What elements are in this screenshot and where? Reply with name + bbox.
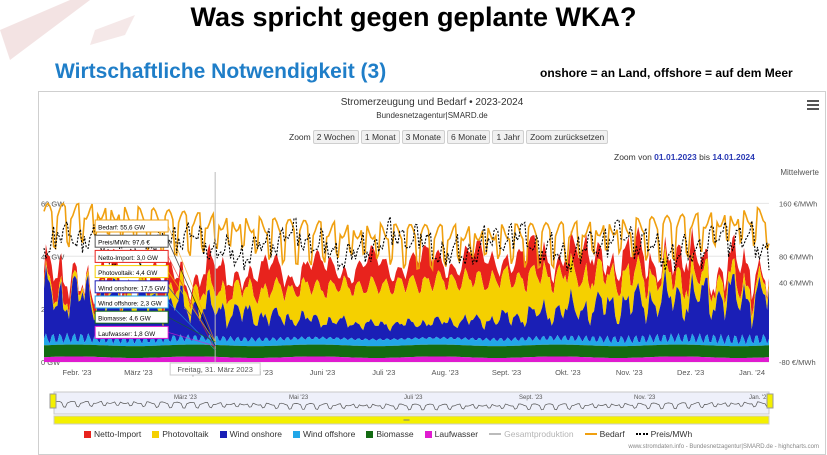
x-tick-label: Juli '23 bbox=[372, 368, 395, 377]
photovoltaik-area bbox=[44, 244, 769, 332]
legend-item-bedarf[interactable]: Bedarf bbox=[584, 429, 625, 439]
zoom-3-months-button[interactable]: 3 Monate bbox=[401, 130, 446, 144]
tooltip-row: Preis/MWh: 97,6 € bbox=[94, 234, 216, 347]
tooltip-connector bbox=[167, 286, 216, 347]
tooltip-text: Biomasse: 4,6 GW bbox=[98, 316, 151, 323]
y-right-tick-label: 40 €/MWh bbox=[779, 279, 813, 288]
zoom-range: Zoom von 01.01.2023 bis 14.01.2024 bbox=[614, 152, 755, 162]
corner-decoration bbox=[0, 0, 135, 60]
navigator-tick-label: Mai '23 bbox=[289, 395, 309, 401]
wind-offshore-area bbox=[44, 332, 769, 347]
y-left-tick-label: 40 GW bbox=[41, 252, 65, 261]
zoom-2-weeks-button[interactable]: 2 Wochen bbox=[312, 130, 359, 144]
navigator-handle-right bbox=[766, 393, 774, 409]
laufwasser-area bbox=[44, 356, 769, 362]
tooltip-row: Bedarf: 55,6 GW bbox=[94, 219, 216, 343]
biomasse-area bbox=[44, 344, 769, 358]
x-tick-label: Sept. '23 bbox=[492, 368, 521, 377]
tooltip-box bbox=[94, 280, 169, 294]
tooltip-connector bbox=[167, 316, 216, 343]
slide-note: onshore = an Land, offshore = auf dem Me… bbox=[540, 66, 793, 80]
x-tick-label: Jan. '24 bbox=[739, 368, 765, 377]
tooltip-text: Preis/MWh: 97,6 € bbox=[98, 240, 150, 247]
tooltip-connector bbox=[167, 225, 216, 343]
range-to-label: bis bbox=[699, 152, 710, 162]
tooltip-connector bbox=[167, 271, 216, 343]
x-tick-label: März '23 bbox=[124, 368, 153, 377]
tooltip-row: Netto-Import: 3,0 GW bbox=[94, 249, 216, 351]
legend-item-wind-onshore[interactable]: Wind onshore bbox=[219, 429, 282, 439]
navigator-tick-label: Juli '23 bbox=[404, 395, 423, 401]
x-tick-label: Dez. '23 bbox=[677, 368, 704, 377]
zoom-bar: Zoom 2 Wochen 1 Monat 3 Monate 6 Monate … bbox=[289, 130, 609, 144]
tooltip-text: Photovoltaik: 4,4 GW bbox=[98, 270, 157, 277]
tooltip-connector bbox=[168, 332, 216, 347]
navigator-tick-label: Nov. '23 bbox=[634, 395, 656, 401]
tooltip-text: Wind offshore: 2,3 GW bbox=[98, 301, 162, 308]
wind-onshore-area bbox=[44, 264, 769, 345]
tooltip-date: Freitag, 31. März 2023 bbox=[177, 365, 252, 374]
netto-import-area bbox=[44, 226, 769, 318]
tooltip-connector bbox=[167, 301, 216, 351]
legend-item-laufwasser[interactable]: Laufwasser bbox=[424, 429, 478, 439]
tooltip-text: Netto-Import: 3,0 GW bbox=[98, 255, 158, 262]
navigator-series bbox=[53, 400, 770, 411]
tooltip-connector bbox=[167, 241, 216, 347]
tooltip-row: Photovoltaik: 4,4 GW bbox=[94, 265, 216, 343]
tooltip-text: Laufwasser: 1,8 GW bbox=[98, 331, 155, 338]
y-right-tick-label: 80 €/MWh bbox=[779, 252, 813, 261]
range-to-date[interactable]: 14.01.2024 bbox=[712, 152, 755, 162]
legend-item-photovoltaik[interactable]: Photovoltaik bbox=[152, 429, 209, 439]
right-axis-title: Mittelwerte bbox=[780, 168, 819, 177]
tooltip-row: Wind onshore: 17,5 GW bbox=[94, 280, 216, 347]
y-left-tick-label: 0 GW bbox=[41, 358, 61, 367]
legend-item-biomasse[interactable]: Biomasse bbox=[366, 429, 414, 439]
tooltip-date-box bbox=[169, 362, 261, 376]
tooltip-text: Bedarf: 55,6 GW bbox=[98, 225, 145, 232]
x-tick-label: Okt. '23 bbox=[555, 368, 581, 377]
zoom-1-month-button[interactable]: 1 Monat bbox=[360, 130, 400, 144]
navigator-tick-label: Sept. '23 bbox=[519, 395, 543, 401]
chart-subtitle: Bundesnetzagentur|SMARD.de bbox=[376, 111, 488, 120]
chart-menu-icon[interactable] bbox=[807, 100, 819, 110]
tooltip-row: Laufwasser: 1,8 GW bbox=[94, 325, 216, 347]
chart-title: Stromerzeugung und Bedarf • 2023-2024 bbox=[340, 97, 524, 108]
navigator-scrollbar bbox=[53, 415, 770, 425]
range-from-label: Zoom von bbox=[614, 152, 652, 162]
legend-item-wind-offshore[interactable]: Wind offshore bbox=[293, 429, 355, 439]
x-tick-label: Nov. '23 bbox=[616, 368, 643, 377]
zoom-reset-button[interactable]: Zoom zurücksetzen bbox=[526, 130, 609, 144]
tooltip-row: Biomasse: 4,6 GW bbox=[94, 310, 216, 343]
zoom-6-months-button[interactable]: 6 Monate bbox=[447, 130, 491, 144]
y-right-tick-label: 160 €/MWh bbox=[779, 199, 817, 208]
y-right-tick-label: -80 €/MWh bbox=[779, 358, 816, 367]
navigator-handle-left bbox=[49, 393, 57, 409]
range-from-date[interactable]: 01.01.2023 bbox=[654, 152, 697, 162]
zoom-1-year-button[interactable]: 1 Jahr bbox=[492, 130, 525, 144]
slide-title: Was spricht gegen geplante WKA? bbox=[190, 2, 637, 32]
x-tick-label: Aug. '23 bbox=[432, 368, 459, 377]
zoom-label: Zoom bbox=[289, 132, 311, 142]
legend-item-gesamtproduktion[interactable]: Gesamtproduktion bbox=[489, 429, 574, 439]
legend-item-preis[interactable]: Preis/MWh bbox=[635, 429, 692, 439]
x-tick-label: Mai '23 bbox=[249, 368, 273, 377]
slide-subtitle: Wirtschaftliche Notwendigkeit (3) bbox=[55, 60, 387, 83]
tooltip-row: Wind offshore: 2,3 GW bbox=[94, 295, 216, 351]
x-tick-label: Juni '23 bbox=[310, 368, 336, 377]
chart-credits: www.stromdaten.info - Bundesnetzagentur|… bbox=[628, 444, 819, 450]
x-tick-label: Febr. '23 bbox=[63, 368, 92, 377]
legend-item-netto-import[interactable]: Netto-Import bbox=[84, 429, 141, 439]
chart-legend: Netto-Import Photovoltaik Wind onshore W… bbox=[84, 429, 692, 439]
tooltip-connector bbox=[167, 256, 216, 351]
y-left-tick-label: 60 GW bbox=[41, 199, 65, 208]
tooltip-text: Wind onshore: 17,5 GW bbox=[98, 285, 165, 292]
navigator-tick-label: Jan. '24 bbox=[749, 395, 770, 401]
navigator-tick-label: März '23 bbox=[174, 395, 197, 401]
